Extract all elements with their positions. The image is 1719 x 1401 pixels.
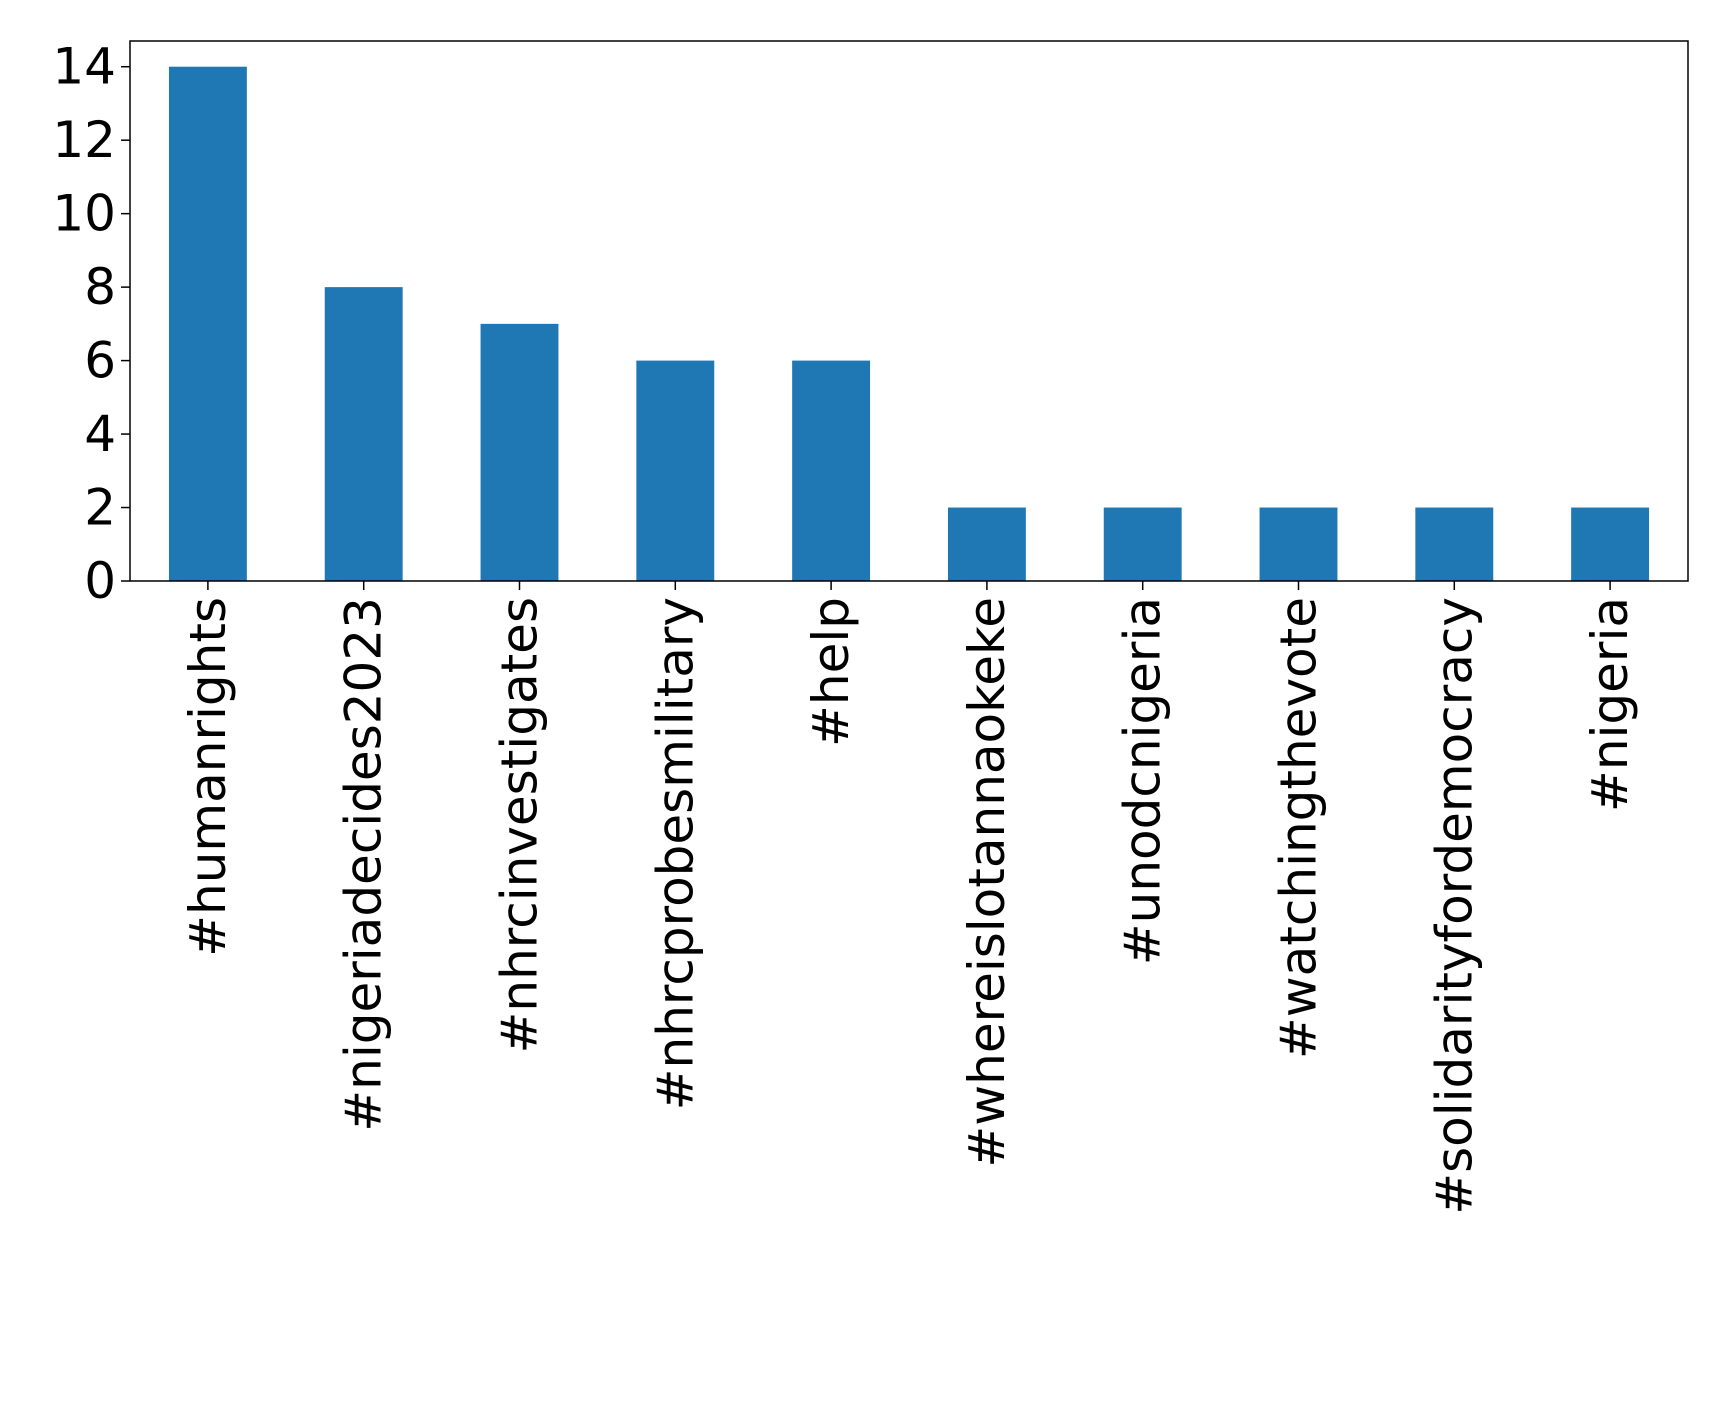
y-tick-label: 6 <box>84 332 116 390</box>
x-tick-label: #nhrcprobesmilitary <box>646 597 704 1110</box>
bar <box>636 360 715 581</box>
x-tick-label: #whereislotannaokeke <box>958 597 1016 1168</box>
x-tick-label: #solidarityfordemocracy <box>1425 597 1483 1215</box>
y-tick-label: 12 <box>52 111 116 169</box>
bar <box>792 360 871 581</box>
bar <box>480 323 559 581</box>
y-tick-label: 0 <box>84 552 116 610</box>
x-tick-label: #humanrights <box>179 597 237 957</box>
plot-frame <box>129 40 1689 582</box>
y-tick-label: 8 <box>84 258 116 316</box>
x-tick-label: #unodcnigeria <box>1114 597 1172 965</box>
y-tick-label: 14 <box>52 38 116 96</box>
x-tick-label: #nhrcinvestigates <box>491 597 549 1054</box>
x-tick-label: #nigeria <box>1581 597 1639 812</box>
y-tick-label: 2 <box>84 479 116 537</box>
x-tick-label: #watchingthevote <box>1270 597 1328 1059</box>
bar <box>1415 507 1494 581</box>
x-tick-label: #nigeriadecides2023 <box>335 597 393 1132</box>
y-tick-label: 10 <box>52 185 116 243</box>
bar <box>168 66 247 581</box>
bars-group <box>168 66 1650 581</box>
bar <box>1259 507 1338 581</box>
x-tick-label: #help <box>802 597 860 747</box>
x-axis: #humanrights #nigeriadecides2023 #nhrcinve… <box>179 581 1639 1215</box>
bar <box>1571 507 1650 581</box>
bar <box>1103 507 1182 581</box>
y-tick-label: 4 <box>84 405 116 463</box>
bar <box>947 507 1026 581</box>
bar <box>324 287 403 581</box>
y-axis: 0 2 4 6 8 10 12 14 <box>52 38 130 610</box>
